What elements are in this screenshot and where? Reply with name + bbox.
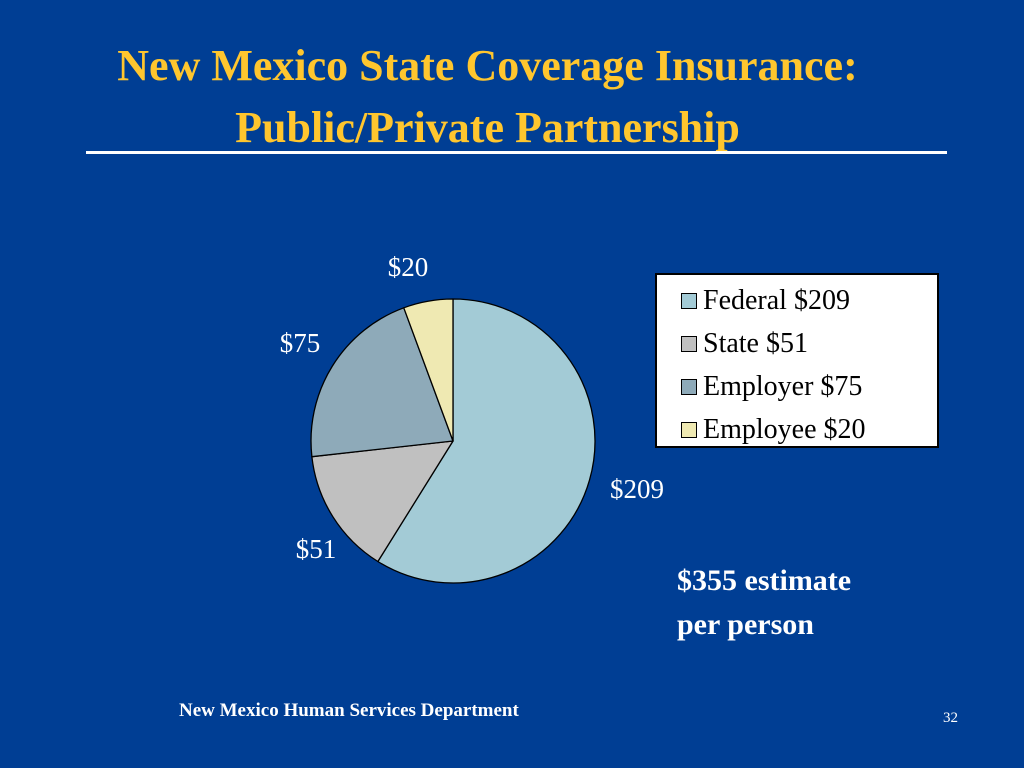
title-underline — [86, 151, 947, 154]
page-number: 32 — [943, 710, 958, 726]
legend-label-employee: Employee $20 — [703, 413, 866, 445]
pie-slice-state — [311, 440, 454, 563]
slice-label-employer: $75 — [280, 328, 321, 358]
slice-label-state: $51 — [296, 534, 337, 564]
estimate-note-line-1: $355 estimate — [677, 564, 852, 597]
chart-legend: Federal $209 State $51 Employer $75 Employe… — [655, 273, 939, 448]
slide-title-line-1: New Mexico State Coverage Insurance: — [117, 41, 858, 90]
slice-label-employee: $20 — [388, 252, 429, 282]
legend-item-employer: Employer $75 — [657, 365, 937, 408]
legend-label-state: State $51 — [703, 327, 808, 359]
legend-swatch-employer — [681, 378, 697, 395]
pie-slice-employee — [403, 298, 454, 442]
legend-swatch-state — [681, 335, 697, 352]
legend-label-employer: Employer $75 — [703, 370, 863, 402]
estimate-note: $355 estimate per person — [677, 559, 851, 647]
pie-labels: $209 $51 $75 $20 — [280, 252, 664, 564]
legend-item-employee: Employee $20 — [657, 408, 937, 451]
estimate-note-line-2: per person — [677, 608, 814, 641]
legend-label-federal: Federal $209 — [703, 284, 850, 316]
legend-swatch-federal — [681, 292, 697, 309]
footer-text: New Mexico Human Services Department — [179, 700, 519, 721]
slice-label-federal: $209 — [610, 474, 664, 504]
legend-item-federal: Federal $209 — [657, 279, 937, 322]
pie-slice-federal — [377, 298, 596, 584]
pie-slices — [310, 298, 596, 584]
legend-item-state: State $51 — [657, 322, 937, 365]
slide-title-line-2: Public/Private Partnership — [235, 103, 740, 152]
legend-swatch-employee — [681, 421, 697, 438]
